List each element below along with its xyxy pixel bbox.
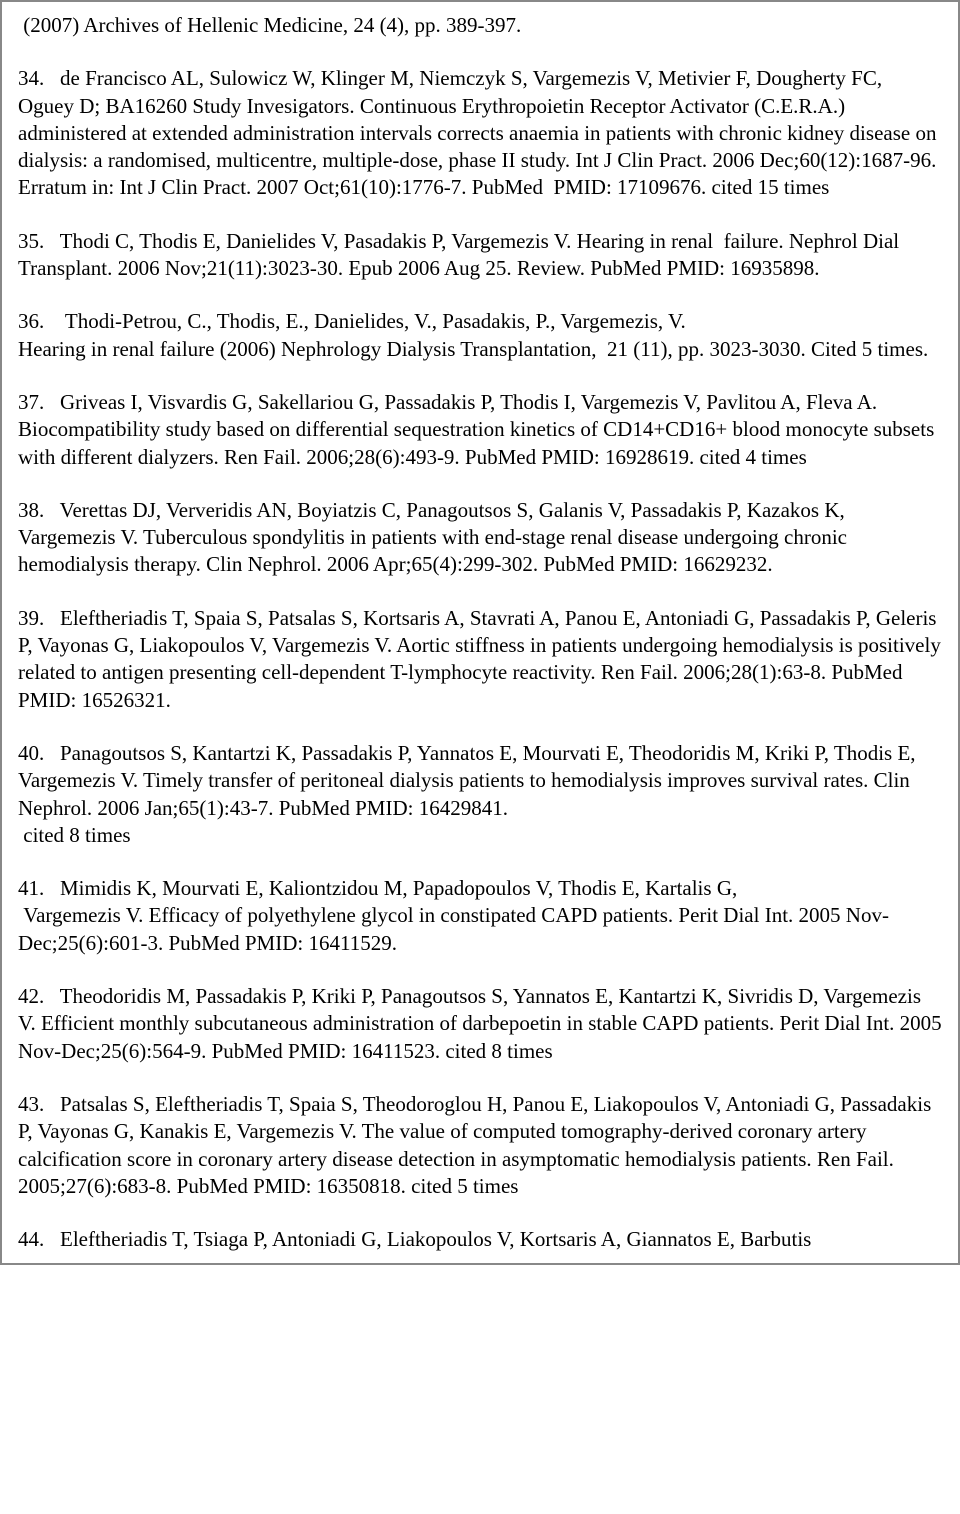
reference-item: (2007) Archives of Hellenic Medicine, 24…: [18, 12, 942, 39]
reference-item: 44. Eleftheriadis T, Tsiaga P, Antoniadi…: [18, 1226, 942, 1253]
document-page: (2007) Archives of Hellenic Medicine, 24…: [0, 0, 960, 1265]
reference-item: 36. Thodi-Petrou, C., Thodis, E., Daniel…: [18, 308, 942, 363]
reference-item: 42. Theodoridis M, Passadakis P, Kriki P…: [18, 983, 942, 1065]
reference-item: 40. Panagoutsos S, Kantartzi K, Passadak…: [18, 740, 942, 849]
reference-item: 43. Patsalas S, Eleftheriadis T, Spaia S…: [18, 1091, 942, 1200]
reference-item: 37. Griveas I, Visvardis G, Sakellariou …: [18, 389, 942, 471]
reference-item: 38. Verettas DJ, Ververidis AN, Boyiatzi…: [18, 497, 942, 579]
reference-item: 35. Thodi C, Thodis E, Danielides V, Pas…: [18, 228, 942, 283]
reference-item: 39. Eleftheriadis T, Spaia S, Patsalas S…: [18, 605, 942, 714]
reference-item: 41. Mimidis K, Mourvati E, Kaliontzidou …: [18, 875, 942, 957]
reference-item: 34. de Francisco AL, Sulowicz W, Klinger…: [18, 65, 942, 201]
